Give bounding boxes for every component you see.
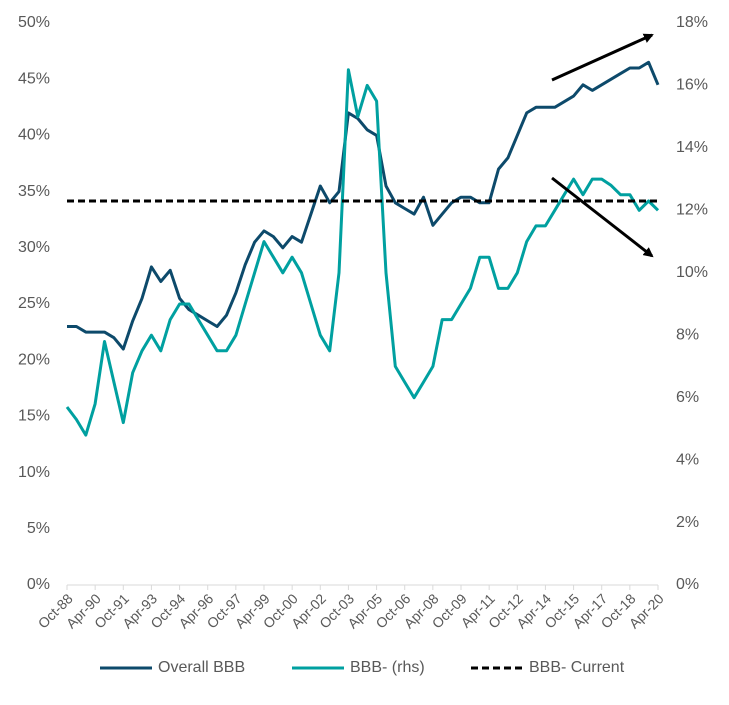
y2-tick-label: 16% xyxy=(676,77,708,94)
y2-tick-label: 14% xyxy=(676,139,708,156)
trend-arrow-up xyxy=(551,33,654,82)
y-tick-label: 20% xyxy=(18,351,50,368)
legend-label: BBB- (rhs) xyxy=(350,659,425,676)
trend-arrow-down xyxy=(551,176,654,258)
y2-tick-label: 2% xyxy=(676,514,699,531)
y2-tick-label: 18% xyxy=(676,14,708,31)
legend-label: Overall BBB xyxy=(158,659,245,676)
y2-tick-label: 0% xyxy=(676,576,699,593)
y-tick-label: 10% xyxy=(18,464,50,481)
y2-tick-label: 4% xyxy=(676,451,699,468)
y-tick-label: 25% xyxy=(18,295,50,312)
y-tick-label: 30% xyxy=(18,239,50,256)
y-tick-label: 15% xyxy=(18,408,50,425)
y2-tick-label: 12% xyxy=(676,202,708,219)
y-tick-label: 5% xyxy=(27,520,50,537)
series-line xyxy=(67,60,660,351)
y-tick-label: 45% xyxy=(18,70,50,87)
y-tick-label: 35% xyxy=(18,183,50,200)
series-line xyxy=(65,68,660,437)
y2-tick-label: 6% xyxy=(676,389,699,406)
y-tick-label: 50% xyxy=(18,14,50,31)
y2-tick-label: 10% xyxy=(676,264,708,281)
y2-tick-label: 8% xyxy=(676,326,699,343)
y-tick-label: 0% xyxy=(27,576,50,593)
y-tick-label: 40% xyxy=(18,127,50,144)
legend-label: BBB- Current xyxy=(529,659,625,676)
